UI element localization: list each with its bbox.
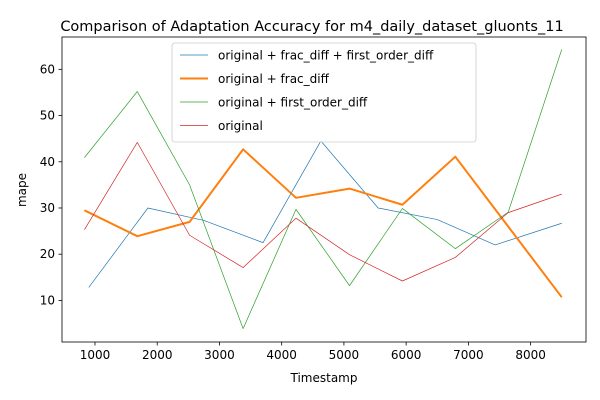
y-tick-label: 40 <box>40 155 55 169</box>
y-axis-label: mape <box>15 173 29 207</box>
series-line-1 <box>83 148 563 298</box>
series-line-3 <box>84 142 562 282</box>
plot-area: 1000 2000 3000 4000 5000 6000 7000 8000 10 20 30 40… <box>40 36 587 362</box>
y-tick-label: 10 <box>40 293 55 307</box>
axes-frame <box>61 36 587 343</box>
x-tick-label: 2000 <box>142 348 173 362</box>
legend: original + frac_diff + first_order_diffo… <box>171 42 477 143</box>
x-tick-label: 3000 <box>204 348 235 362</box>
series-line-2 <box>84 49 563 329</box>
x-tick-label: 1000 <box>80 348 111 362</box>
x-tick-label: 8000 <box>515 348 546 362</box>
legend-label-3: original <box>218 119 263 133</box>
legend-box <box>171 42 477 143</box>
legend-label-1: original + frac_diff <box>218 72 330 86</box>
x-tick-label: 6000 <box>391 348 422 362</box>
legend-label-2: original + first_order_diff <box>218 96 368 110</box>
y-tick-label: 30 <box>40 201 55 215</box>
x-axis-label: Timestamp <box>290 371 358 385</box>
chart-title: Comparison of Adaptation Accuracy for m4… <box>60 19 563 35</box>
y-tick-label: 50 <box>40 109 55 123</box>
y-tick-label: 20 <box>40 247 55 261</box>
y-tick-label: 60 <box>40 62 55 76</box>
legend-label-0: original + frac_diff + first_order_diff <box>218 49 434 63</box>
x-tick-label: 7000 <box>453 348 484 362</box>
x-tick-label: 4000 <box>266 348 297 362</box>
x-tick-label: 5000 <box>329 348 360 362</box>
